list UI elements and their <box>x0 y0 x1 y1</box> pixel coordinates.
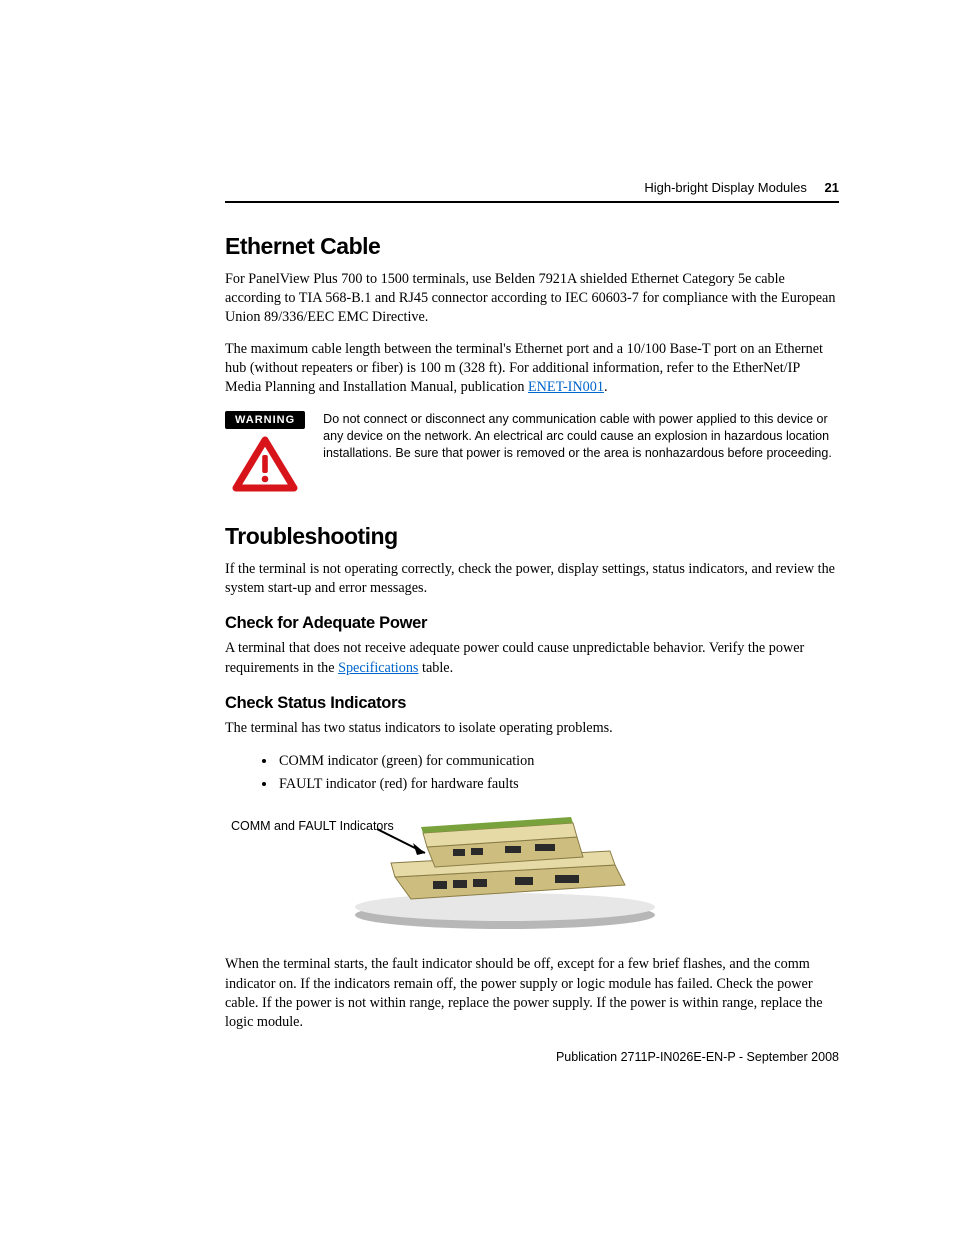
page-number: 21 <box>825 180 839 195</box>
subheading-adequate-power: Check for Adequate Power <box>225 614 839 633</box>
device-illustration <box>315 807 655 932</box>
section-heading-troubleshooting: Troubleshooting <box>225 523 839 550</box>
section-heading-ethernet: Ethernet Cable <box>225 233 839 260</box>
figure-indicators: COMM and FAULT Indicators <box>225 807 839 937</box>
subheading-status-indicators: Check Status Indicators <box>225 694 839 713</box>
header-title: High-bright Display Modules <box>644 180 807 195</box>
ethernet-para-2b: . <box>604 379 608 395</box>
ethernet-para-2a: The maximum cable length between the ter… <box>225 341 823 395</box>
warning-triangle-icon <box>232 435 298 493</box>
page: High-bright Display Modules 21 Ethernet … <box>0 0 954 1124</box>
adequate-power-para: A terminal that does not receive adequat… <box>225 639 839 677</box>
warning-text: Do not connect or disconnect any communi… <box>323 411 839 462</box>
status-indicators-closing: When the terminal starts, the fault indi… <box>225 955 839 1032</box>
warning-left: WARNING <box>225 411 305 493</box>
running-header: High-bright Display Modules 21 <box>225 180 839 195</box>
bullet-fault: FAULT indicator (red) for hardware fault… <box>277 773 839 796</box>
link-enet-in001[interactable]: ENET-IN001 <box>528 379 604 395</box>
adequate-power-a: A terminal that does not receive adequat… <box>225 640 804 675</box>
link-specifications[interactable]: Specifications <box>338 660 418 676</box>
status-indicators-intro: The terminal has two status indicators t… <box>225 719 839 738</box>
warning-label: WARNING <box>225 411 305 429</box>
status-indicators-bullets: COMM indicator (green) for communication… <box>225 750 839 795</box>
header-rule <box>225 201 839 203</box>
ethernet-para-1: For PanelView Plus 700 to 1500 terminals… <box>225 270 839 328</box>
ethernet-para-2: The maximum cable length between the ter… <box>225 340 839 398</box>
bullet-comm: COMM indicator (green) for communication <box>277 750 839 773</box>
troubleshooting-intro: If the terminal is not operating correct… <box>225 560 839 598</box>
warning-block: WARNING Do not connect or disconnect any… <box>225 411 839 493</box>
footer-publication: Publication 2711P-IN026E-EN-P - Septembe… <box>225 1050 839 1064</box>
adequate-power-b: table. <box>418 660 453 676</box>
